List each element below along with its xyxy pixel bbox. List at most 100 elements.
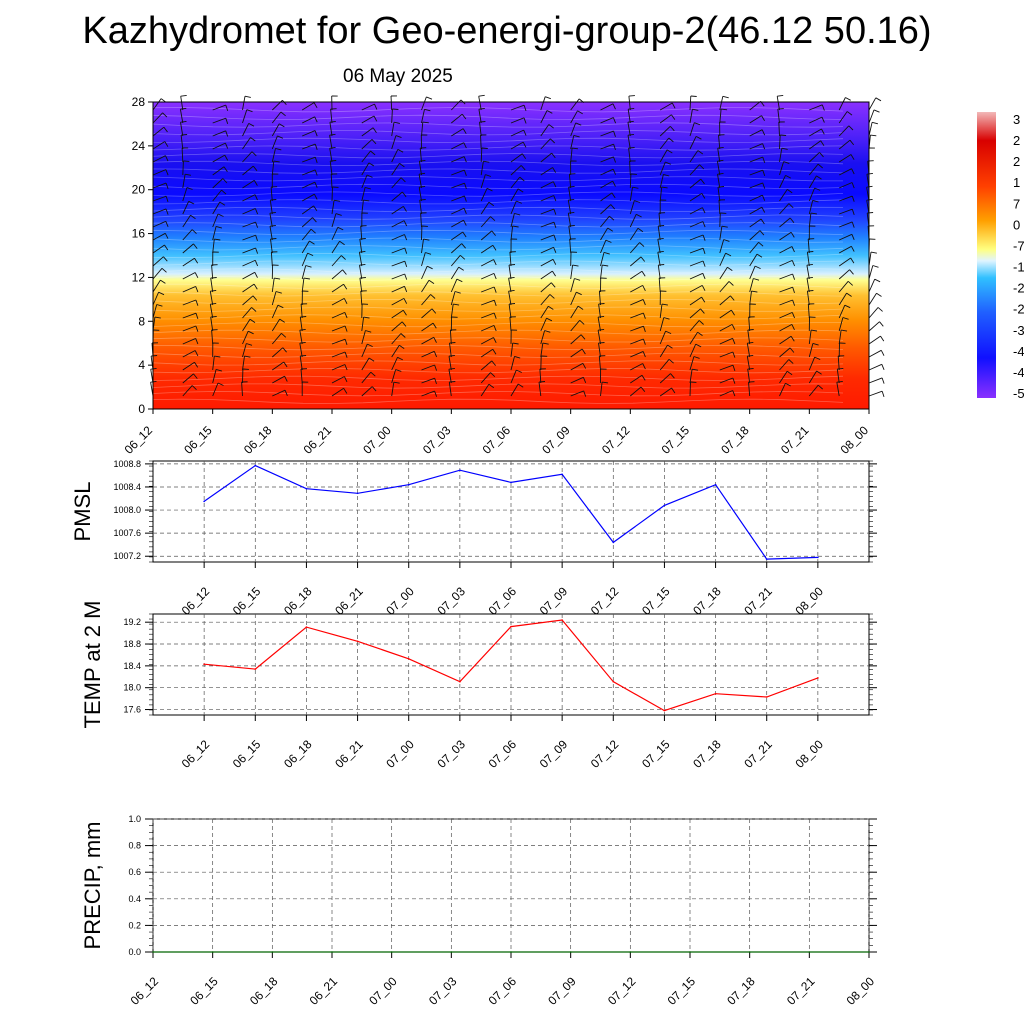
- wind-barb-flag: [806, 276, 813, 279]
- contour-line: [152, 237, 844, 243]
- precip-ytick-label: 0.4: [128, 894, 141, 904]
- wind-barb-flag: [663, 317, 670, 320]
- wind-barb: [749, 129, 763, 137]
- wind-barb: [600, 117, 614, 124]
- wind-barb-flag: [789, 347, 795, 353]
- wind-barb: [361, 103, 375, 111]
- wind-barb: [749, 265, 756, 280]
- wind-barb-flag: [433, 337, 437, 343]
- wind-barb: [210, 278, 214, 293]
- wind-barb-flag: [762, 156, 766, 163]
- wind-barb: [779, 246, 793, 254]
- wind-barb: [299, 317, 303, 332]
- wind-barb: [301, 278, 305, 293]
- wind-barb: [450, 304, 454, 319]
- wind-barb: [391, 247, 405, 254]
- wind-barb: [242, 137, 251, 150]
- wind-barb: [838, 269, 850, 280]
- wind-barb: [481, 324, 495, 332]
- wind-barb: [420, 212, 422, 228]
- wind-barb-flag: [640, 386, 646, 392]
- wind-barb-flag: [334, 199, 341, 202]
- wind-barb-flag: [150, 380, 157, 383]
- wind-barb-flag: [753, 278, 760, 281]
- wind-barb: [480, 134, 482, 150]
- wind-barb: [630, 298, 644, 306]
- wind-barb-flag: [344, 364, 348, 371]
- wind-barb: [510, 213, 515, 228]
- wind-barb-flag: [151, 355, 158, 357]
- wind-barb: [182, 257, 195, 267]
- wind-barb-flag: [671, 102, 676, 109]
- pmsl-ylabel: PMSL: [70, 482, 95, 542]
- wind-barb: [271, 148, 276, 163]
- pmsl-point: [459, 469, 461, 472]
- wind-barb-flag: [702, 248, 706, 255]
- wind-barb-flag: [337, 226, 344, 231]
- wind-barb-flag: [368, 357, 375, 362]
- wind-barb-flag: [732, 351, 736, 358]
- wind-barb: [182, 229, 193, 241]
- wind-barb-flag: [313, 205, 318, 212]
- wind-barb: [152, 169, 167, 176]
- wind-barb: [331, 269, 343, 280]
- wind-barb: [600, 168, 614, 176]
- wind-barb-flag: [814, 356, 821, 361]
- wind-barb: [808, 356, 816, 371]
- wind-barb-flag: [165, 196, 169, 203]
- wind-barb: [300, 368, 303, 384]
- wind-barb-flag: [253, 283, 258, 290]
- wind-barb: [659, 125, 671, 137]
- wind-barb: [838, 317, 844, 332]
- wind-barb: [809, 140, 821, 150]
- wind-barb: [749, 100, 761, 111]
- wind-barb: [152, 244, 165, 254]
- wind-barb-flag: [568, 198, 575, 201]
- precip-point: [450, 951, 453, 953]
- pmsl-point: [254, 464, 257, 467]
- wind-barb-flag: [397, 149, 404, 153]
- wind-barb-flag: [670, 373, 675, 379]
- wind-barb: [838, 305, 846, 319]
- wind-barb: [391, 135, 397, 150]
- pmsl-xtick-label: 06_12: [179, 584, 213, 618]
- wind-barb: [331, 351, 346, 358]
- wind-barb-flag: [881, 364, 885, 370]
- wind-barb: [779, 134, 781, 150]
- wind-barb: [302, 169, 316, 176]
- wind-barb-flag: [665, 330, 672, 335]
- wind-barb: [480, 348, 494, 358]
- wind-barb: [689, 207, 703, 215]
- pmsl-point: [612, 541, 615, 544]
- wind-barb: [719, 281, 730, 293]
- wind-barb-flag: [762, 143, 766, 150]
- wind-barb: [300, 303, 303, 319]
- wind-barb: [600, 215, 610, 228]
- wind-barb: [689, 308, 701, 319]
- wind-barb: [182, 385, 193, 397]
- wind-barb: [747, 369, 751, 384]
- wind-barb-flag: [788, 359, 794, 364]
- wind-barb: [749, 253, 758, 267]
- wind-barb: [868, 97, 877, 111]
- wind-barb: [630, 285, 643, 293]
- wind-barb: [331, 227, 339, 241]
- wind-barb: [331, 298, 345, 306]
- wind-barb-flag: [509, 303, 516, 305]
- wind-barb: [510, 369, 517, 384]
- wind-barb-flag: [762, 170, 766, 177]
- wind-barb-flag: [613, 156, 617, 163]
- wind-barb-flag: [225, 118, 229, 125]
- wind-barb: [450, 291, 456, 306]
- wind-barb: [627, 109, 631, 124]
- wind-barb-flag: [460, 254, 466, 260]
- wind-barb: [508, 265, 512, 280]
- pmsl-ytick-label: 1007.6: [113, 528, 141, 538]
- wind-barb-flag: [251, 307, 257, 312]
- wind-barb: [540, 124, 550, 137]
- wind-barb: [570, 376, 584, 384]
- wind-barb-flag: [816, 175, 822, 180]
- wind-barb: [271, 123, 280, 137]
- wind-barb: [152, 256, 164, 267]
- temp-point: [203, 663, 205, 665]
